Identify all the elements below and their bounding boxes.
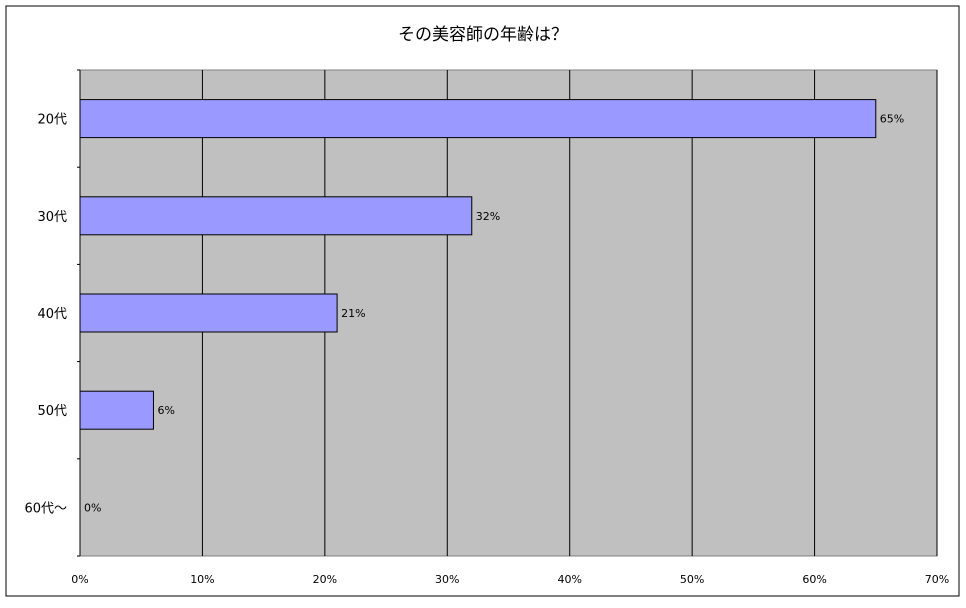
data-label: 21% (341, 307, 365, 320)
x-tick-label: 30% (435, 573, 459, 586)
y-axis: 20代 30代 40代 50代 60代〜 (24, 69, 81, 557)
x-tick-label: 20% (313, 573, 337, 586)
bar-1 (79, 99, 877, 139)
data-label: 65% (880, 113, 904, 126)
data-label: 32% (476, 210, 500, 223)
x-tick-label: 70% (925, 573, 949, 586)
y-tick-label: 50代 (37, 404, 67, 419)
data-labels: 65% 32% 21% 6% 0% (84, 113, 904, 515)
x-tick-label: 40% (557, 573, 581, 586)
bar-2 (79, 196, 473, 236)
bars (79, 99, 877, 430)
bar-4 (79, 390, 154, 430)
bar-3 (79, 293, 338, 333)
y-tick-label: 60代〜 (24, 501, 67, 516)
data-label: 0% (84, 501, 101, 514)
chart-title: その美容師の年齢は？ (398, 25, 568, 45)
x-tick-label: 10% (190, 573, 214, 586)
y-tick-label: 30代 (37, 210, 67, 225)
x-tick-label: 50% (680, 573, 704, 586)
x-tick-label: 0% (71, 573, 88, 586)
data-label: 6% (157, 404, 174, 417)
y-tick-label: 40代 (37, 307, 67, 322)
x-tick-label: 60% (802, 573, 826, 586)
y-tick-label: 20代 (37, 113, 67, 128)
x-axis: 0% 10% 20% 30% 40% 50% 60% 70% (71, 573, 949, 586)
